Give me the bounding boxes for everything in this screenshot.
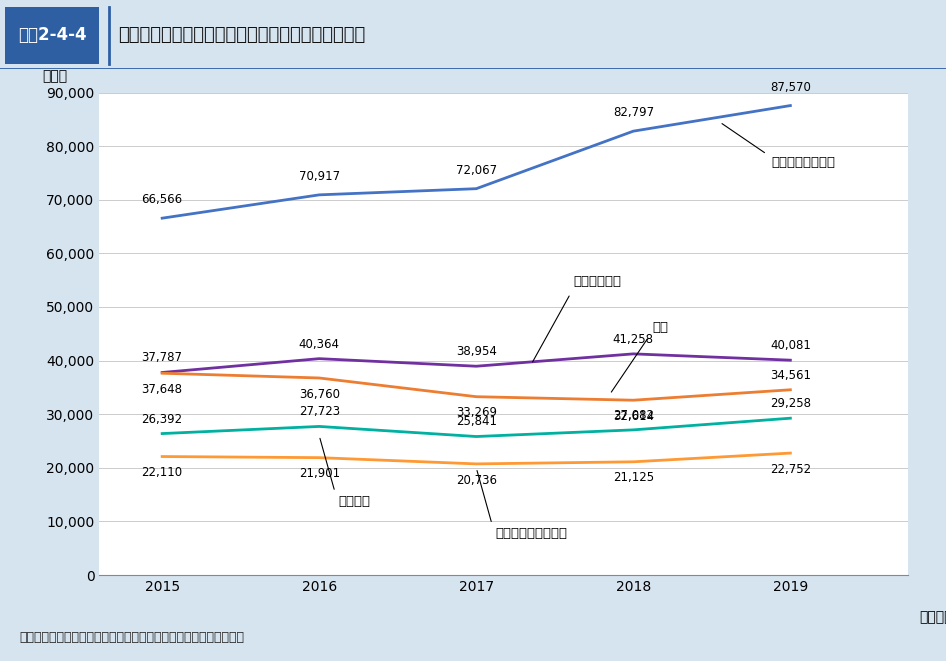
Text: 36,760: 36,760 (299, 387, 340, 401)
Text: 38,954: 38,954 (456, 345, 497, 358)
Text: 37,648: 37,648 (142, 383, 183, 396)
Text: 70,917: 70,917 (299, 170, 340, 183)
Text: 40,081: 40,081 (770, 339, 811, 352)
Text: 40,364: 40,364 (299, 338, 340, 350)
Text: 87,570: 87,570 (770, 81, 811, 94)
Text: 32,614: 32,614 (613, 410, 654, 423)
FancyBboxPatch shape (5, 7, 99, 64)
Text: 41,258: 41,258 (613, 333, 654, 346)
Text: 解雇: 解雇 (652, 321, 668, 334)
Text: 民事上の個別労働紛争の主な相談内容の件数の推移: 民事上の個別労働紛争の主な相談内容の件数の推移 (118, 26, 365, 44)
Text: 労働条件の引き下げ: 労働条件の引き下げ (495, 527, 567, 540)
Text: 資料：厨生労働省「令和元年度個別労働紛争解決制度の施行状況」: 資料：厨生労働省「令和元年度個別労働紛争解決制度の施行状況」 (19, 631, 244, 644)
Text: 25,841: 25,841 (456, 416, 497, 428)
Text: いじめ・嫌がらせ: いじめ・嫌がらせ (772, 156, 835, 169)
Text: 37,787: 37,787 (142, 352, 183, 364)
Text: 29,258: 29,258 (770, 397, 811, 410)
Text: 27,082: 27,082 (613, 409, 654, 422)
Text: 27,723: 27,723 (299, 405, 340, 418)
Text: 26,392: 26,392 (142, 412, 183, 426)
Text: 33,269: 33,269 (456, 407, 497, 419)
Text: 21,901: 21,901 (299, 467, 340, 481)
Text: （年度）: （年度） (920, 610, 946, 624)
Text: 自己都合退職: 自己都合退職 (573, 275, 622, 288)
Text: 22,110: 22,110 (142, 466, 183, 479)
Text: 退職勧奨: 退職勧奨 (338, 494, 370, 508)
Text: 20,736: 20,736 (456, 473, 497, 486)
Text: 72,067: 72,067 (456, 164, 497, 177)
Text: 34,561: 34,561 (770, 369, 811, 382)
Text: 66,566: 66,566 (142, 194, 183, 206)
Text: 図袅2-4-4: 図袅2-4-4 (18, 26, 86, 44)
Text: 21,125: 21,125 (613, 471, 654, 485)
Text: 82,797: 82,797 (613, 106, 654, 120)
Text: 22,752: 22,752 (770, 463, 811, 476)
Text: （件）: （件） (43, 69, 68, 83)
